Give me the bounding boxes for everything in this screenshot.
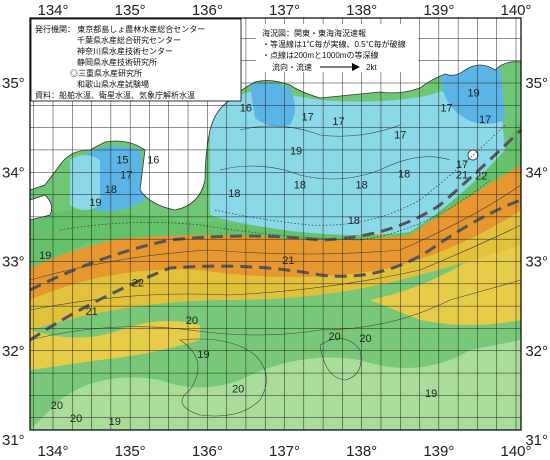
x-tick-label: 139°	[423, 443, 454, 460]
x-tick-label: 137°	[269, 443, 300, 460]
x-tick-label: 137°	[269, 2, 300, 19]
x-tick-label: 140°	[500, 2, 531, 19]
legend-isotherm-line: ・等温線は1℃毎が実線、0.5℃毎が破線	[262, 39, 406, 49]
isotherm-label: 18	[398, 169, 410, 181]
isotherm-label: 18	[294, 179, 306, 191]
legend-depth-line: ・点線は200mと1000mの等深線	[262, 50, 378, 60]
y-tick-label: 35°	[525, 75, 548, 92]
x-tick-label: 135°	[115, 2, 146, 19]
isotherm-label: 20	[232, 384, 244, 396]
x-tick-label: 136°	[192, 2, 223, 19]
isotherm-label: 19	[109, 416, 121, 428]
left-info-panel: 発行機関： 東京都島しょ農林水産総合センター 千葉県水産総合研究センター 神奈川…	[30, 18, 242, 102]
depth-contour-1000m	[59, 179, 491, 241]
kuroshio-axis-south	[29, 198, 522, 342]
isotherm-label: 19	[425, 388, 437, 400]
isotherm-label: 20	[329, 331, 341, 343]
isotherm-label: 17	[302, 111, 314, 123]
y-tick-label: 32°	[2, 343, 25, 360]
temperature-fill-regions	[30, 58, 521, 430]
isotherm-label: 21	[282, 255, 294, 267]
x-tick-label: 139°	[423, 2, 454, 19]
x-tick-label: 140°	[500, 443, 531, 460]
isotherm-label: 19	[89, 197, 101, 209]
isotherm-label: 22	[475, 170, 487, 182]
kii-cyan-zone	[70, 155, 100, 210]
right-info-panel: 海況図：関東・東海海況速報 ・等温線は1℃毎が実線、0.5℃毎が破線 ・点線は2…	[256, 24, 418, 72]
x-tick-labels: 134° 134° 135° 135° 136° 136° 137° 137° 138° 138°…	[37, 2, 531, 460]
isotherm-label: 17	[440, 103, 452, 115]
isotherm-label: 18	[348, 215, 360, 227]
isotherm-label: 15	[116, 154, 128, 166]
isotherm-line	[179, 338, 267, 417]
left-panel-box	[30, 18, 242, 102]
y-tick-label: 33°	[525, 254, 548, 271]
southern-light-zone	[30, 340, 521, 430]
izu-islands	[467, 149, 479, 161]
isotherm-label: 19	[39, 250, 51, 262]
isotherm-label: 19	[290, 145, 302, 157]
x-tick-label: 135°	[115, 443, 146, 460]
isotherm-label: 17	[394, 129, 406, 141]
source-line: 資料：船舶水温、衛星水温、気象庁解析水温	[35, 90, 195, 100]
isotherm-label: 18	[105, 184, 117, 196]
plot-frame	[29, 17, 522, 431]
isotherm-line	[29, 224, 522, 311]
isotherm-label: 20	[359, 333, 371, 345]
isotherm-line	[219, 156, 451, 180]
isotherm-line	[29, 184, 522, 281]
southeast-yellow-patch	[370, 245, 521, 325]
isotherm-label: 18	[356, 179, 368, 191]
y-tick-label: 31°	[2, 432, 25, 449]
isotherm-label: 19	[467, 87, 479, 99]
isotherm-label: 17	[120, 169, 132, 181]
isotherm-label: 17	[479, 114, 491, 126]
isotherm-label: 17	[456, 159, 468, 171]
isotherm-label: 16	[240, 103, 252, 115]
isotherm-label: 20	[51, 400, 63, 412]
chart-name-line: 海況図：関東・東海海況速報	[262, 28, 366, 38]
publisher-line: 和歌山県水産試験場	[77, 79, 149, 89]
isotherm-line	[29, 279, 522, 341]
x-tick-label: 138°	[346, 2, 377, 19]
publisher-line: 神奈川県水産技術センター	[77, 46, 173, 56]
y-tick-label: 31°	[525, 432, 548, 449]
x-tick-label: 136°	[192, 443, 223, 460]
right-panel-box	[256, 24, 418, 72]
publisher-line: 発行機関： 東京都島しょ農林水産総合センター	[35, 24, 205, 34]
x-tick-label: 134°	[37, 443, 68, 460]
isotherm-label: 20	[186, 315, 198, 327]
y-tick-label: 35°	[2, 75, 25, 92]
current-arrow-head	[352, 63, 360, 71]
publisher-line: 千葉県水産総合研究センター	[77, 35, 181, 45]
isotherm-label: 19	[197, 349, 209, 361]
isotherm-label: 18	[228, 188, 240, 200]
y-tick-labels: 35° 35° 34° 34° 33° 33° 32° 32° 31° 31°	[2, 75, 548, 449]
depth-contour-200m	[214, 124, 506, 226]
isotherm-label: 16	[147, 154, 159, 166]
y-tick-label: 32°	[525, 343, 548, 360]
y-tick-label: 34°	[525, 164, 548, 181]
isotherm-label: 21	[456, 169, 468, 181]
publisher-line: ◎三重県水産研究所	[70, 68, 142, 78]
current-unit-label: 2kt	[366, 63, 377, 72]
x-tick-label: 138°	[346, 443, 377, 460]
northern-blue-zone	[250, 83, 295, 127]
publisher-line: 静岡県水産技術研究所	[77, 57, 157, 67]
isotherm-label: 21	[85, 306, 97, 318]
isotherm-label: 17	[332, 116, 344, 128]
shikoku-land	[29, 194, 53, 221]
isotherm-label: 20	[70, 413, 82, 425]
kuroshio-orange-band	[30, 165, 521, 300]
y-tick-label: 34°	[2, 164, 25, 181]
isotherm-lines	[29, 124, 522, 417]
x-tick-label: 134°	[37, 2, 68, 19]
current-label: 流向・流速	[272, 62, 312, 72]
isotherm-label: 22	[132, 277, 144, 289]
depth-contours	[59, 124, 506, 241]
isotherm-line	[239, 124, 401, 137]
y-tick-label: 33°	[2, 254, 25, 271]
